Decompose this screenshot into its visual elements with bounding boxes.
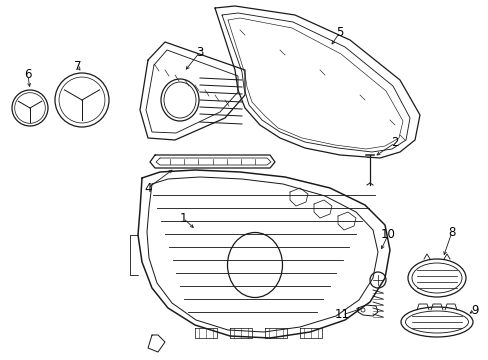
Text: 7: 7: [74, 60, 81, 73]
Text: 5: 5: [336, 26, 343, 39]
Text: 6: 6: [24, 68, 32, 81]
Text: 2: 2: [390, 136, 398, 149]
Text: 4: 4: [144, 181, 151, 194]
Text: 8: 8: [447, 225, 455, 238]
Text: 1: 1: [179, 211, 186, 225]
Text: 9: 9: [470, 303, 478, 316]
Text: 11: 11: [334, 309, 349, 321]
Text: 3: 3: [196, 45, 203, 58]
Text: 10: 10: [380, 229, 395, 242]
